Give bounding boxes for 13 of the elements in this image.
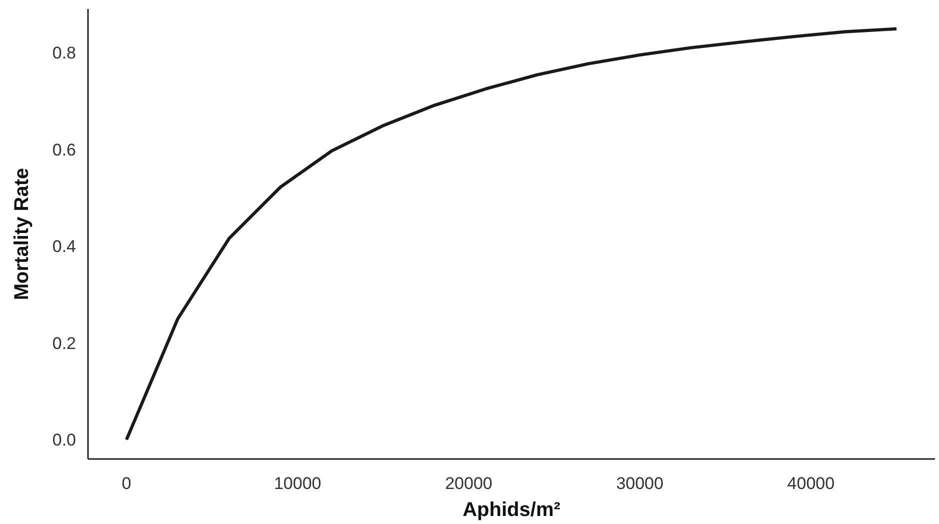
y-tick-label: 0.8 bbox=[52, 44, 76, 62]
y-tick-label: 0.0 bbox=[52, 430, 76, 450]
line-series bbox=[124, 27, 898, 442]
x-axis-title: Aphids/m² bbox=[462, 499, 561, 521]
x-tick-label: 20000 bbox=[445, 474, 492, 493]
y-tick-label: 0.6 bbox=[52, 140, 76, 160]
x-tick-label: 40000 bbox=[787, 474, 835, 493]
y-axis-title: Mortality Rate bbox=[11, 168, 33, 300]
x-tick-label: 0 bbox=[122, 474, 132, 493]
x-tick-label: 30000 bbox=[616, 474, 664, 493]
x-tick-label: 10000 bbox=[274, 474, 322, 493]
y-tick-label: 0.2 bbox=[52, 334, 76, 353]
y-tick-label: 0.4 bbox=[52, 237, 76, 256]
